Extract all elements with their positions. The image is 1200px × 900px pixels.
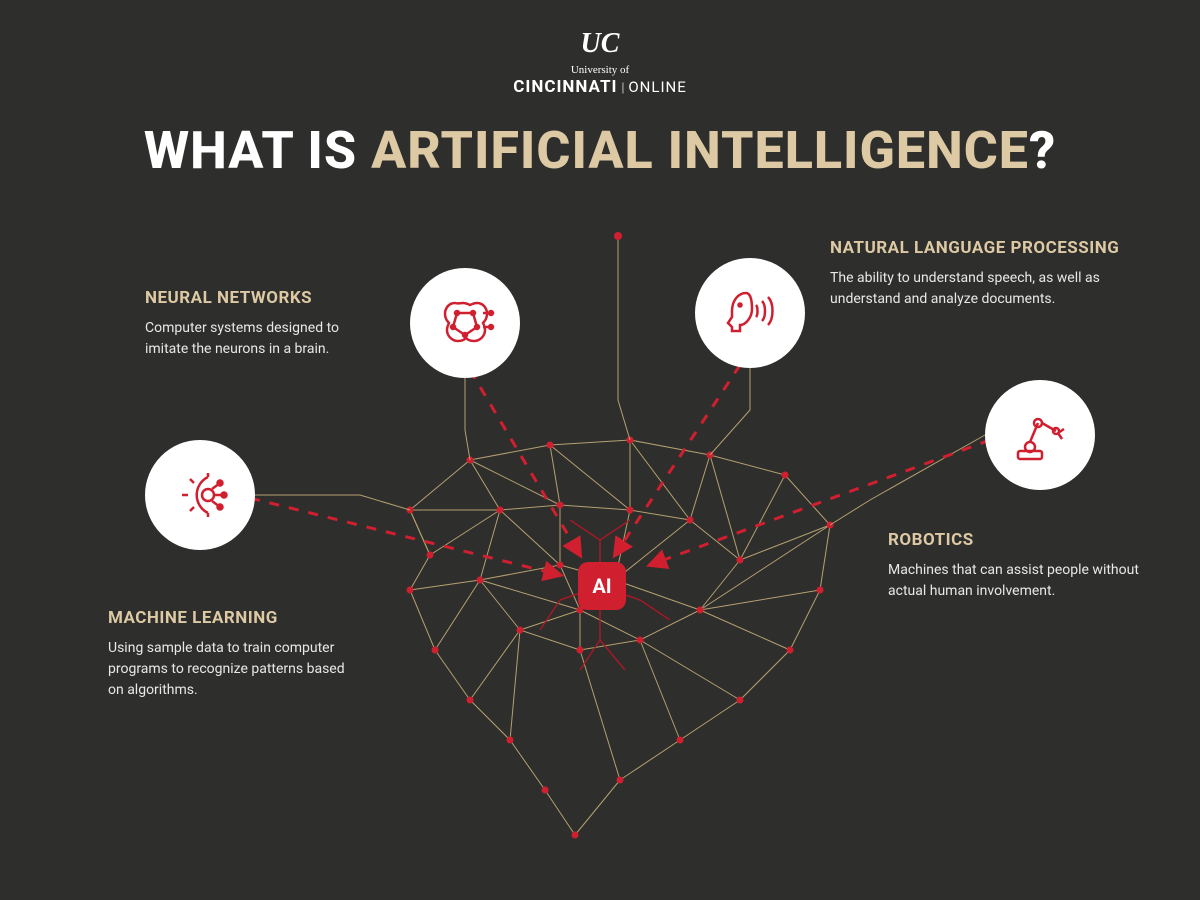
robotics-block: ROBOTICS Machines that can assist people…: [888, 530, 1148, 602]
machine-learning-block: MACHINE LEARNING Using sample data to tr…: [108, 608, 358, 701]
neural-networks-heading: NEURAL NETWORKS: [145, 288, 385, 308]
voice-icon: [695, 258, 805, 368]
machine-learning-heading: MACHINE LEARNING: [108, 608, 358, 628]
nlp-heading: NATURAL LANGUAGE PROCESSING: [830, 238, 1120, 258]
gear-circuit-icon: [145, 440, 255, 550]
robotics-heading: ROBOTICS: [888, 530, 1148, 550]
ai-badge: AI: [578, 562, 626, 610]
nlp-block: NATURAL LANGUAGE PROCESSING The ability …: [830, 238, 1120, 310]
neural-networks-block: NEURAL NETWORKS Computer systems designe…: [145, 288, 385, 360]
robot-arm-icon: [985, 380, 1095, 490]
brain-circuit-icon: [410, 268, 520, 378]
machine-learning-body: Using sample data to train computer prog…: [108, 638, 358, 701]
robotics-body: Machines that can assist people without …: [888, 560, 1148, 602]
nlp-body: The ability to understand speech, as wel…: [830, 268, 1120, 310]
neural-networks-body: Computer systems designed to imitate the…: [145, 318, 385, 360]
